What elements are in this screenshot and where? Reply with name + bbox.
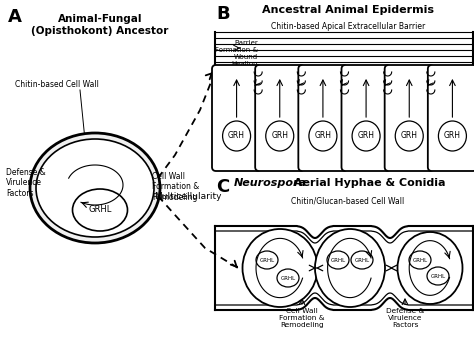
Ellipse shape xyxy=(266,121,294,151)
Text: Barrier
Formation &
Wound
Healing: Barrier Formation & Wound Healing xyxy=(215,40,258,67)
Text: Multicellularity: Multicellularity xyxy=(154,192,222,201)
Ellipse shape xyxy=(243,229,318,307)
Text: Cell Wall
Formation &
Remodeling: Cell Wall Formation & Remodeling xyxy=(152,172,199,202)
Ellipse shape xyxy=(277,269,299,287)
Ellipse shape xyxy=(327,251,349,269)
Ellipse shape xyxy=(73,189,128,231)
Ellipse shape xyxy=(256,251,278,269)
FancyBboxPatch shape xyxy=(385,65,434,171)
Text: Chitin/Glucan-based Cell Wall: Chitin/Glucan-based Cell Wall xyxy=(292,196,405,205)
Ellipse shape xyxy=(315,229,385,307)
Ellipse shape xyxy=(223,121,251,151)
Text: C: C xyxy=(216,178,229,196)
FancyBboxPatch shape xyxy=(428,65,474,171)
FancyBboxPatch shape xyxy=(255,65,304,171)
Text: GRHL: GRHL xyxy=(412,258,428,263)
Ellipse shape xyxy=(398,232,463,304)
Text: GRHL: GRHL xyxy=(88,206,112,214)
Text: GRH: GRH xyxy=(444,132,461,141)
Text: Ancestral Animal Epidermis: Ancestral Animal Epidermis xyxy=(262,5,434,15)
Text: Cell Wall
Formation &
Remodeling: Cell Wall Formation & Remodeling xyxy=(279,308,325,328)
Text: Chitin-based Cell Wall: Chitin-based Cell Wall xyxy=(15,80,99,89)
Text: GRH: GRH xyxy=(401,132,418,141)
Ellipse shape xyxy=(438,121,466,151)
Ellipse shape xyxy=(36,139,154,237)
Text: GRH: GRH xyxy=(357,132,374,141)
Ellipse shape xyxy=(395,121,423,151)
Text: Defense &
Virulence
Factors: Defense & Virulence Factors xyxy=(386,308,424,328)
FancyBboxPatch shape xyxy=(212,65,261,171)
Ellipse shape xyxy=(427,267,449,285)
Text: GRHL: GRHL xyxy=(355,258,370,263)
Text: GRHL: GRHL xyxy=(430,274,446,278)
Text: Aerial Hyphae & Conidia: Aerial Hyphae & Conidia xyxy=(290,178,446,188)
Text: Chitin-based Apical Extracellular Barrier: Chitin-based Apical Extracellular Barrie… xyxy=(271,22,425,31)
Ellipse shape xyxy=(409,251,431,269)
Text: A: A xyxy=(8,8,22,26)
Text: Cell Adhesion
Proteins: Cell Adhesion Proteins xyxy=(215,83,263,96)
Ellipse shape xyxy=(309,121,337,151)
Ellipse shape xyxy=(351,251,373,269)
FancyBboxPatch shape xyxy=(341,65,391,171)
FancyBboxPatch shape xyxy=(298,65,347,171)
Text: GRH: GRH xyxy=(271,132,288,141)
Text: Neurospora: Neurospora xyxy=(234,178,307,188)
Text: Animal-Fungal
(Opisthokont) Ancestor: Animal-Fungal (Opisthokont) Ancestor xyxy=(31,14,169,36)
Text: GRH: GRH xyxy=(228,132,245,141)
Text: GRHL: GRHL xyxy=(259,258,274,263)
Text: GRHL: GRHL xyxy=(281,276,296,280)
Text: Defense &
Virulence
Factors: Defense & Virulence Factors xyxy=(6,168,46,198)
Text: GRH: GRH xyxy=(314,132,331,141)
Ellipse shape xyxy=(30,133,160,243)
Text: B: B xyxy=(216,5,229,23)
Text: GRHL: GRHL xyxy=(330,258,346,263)
Ellipse shape xyxy=(352,121,380,151)
